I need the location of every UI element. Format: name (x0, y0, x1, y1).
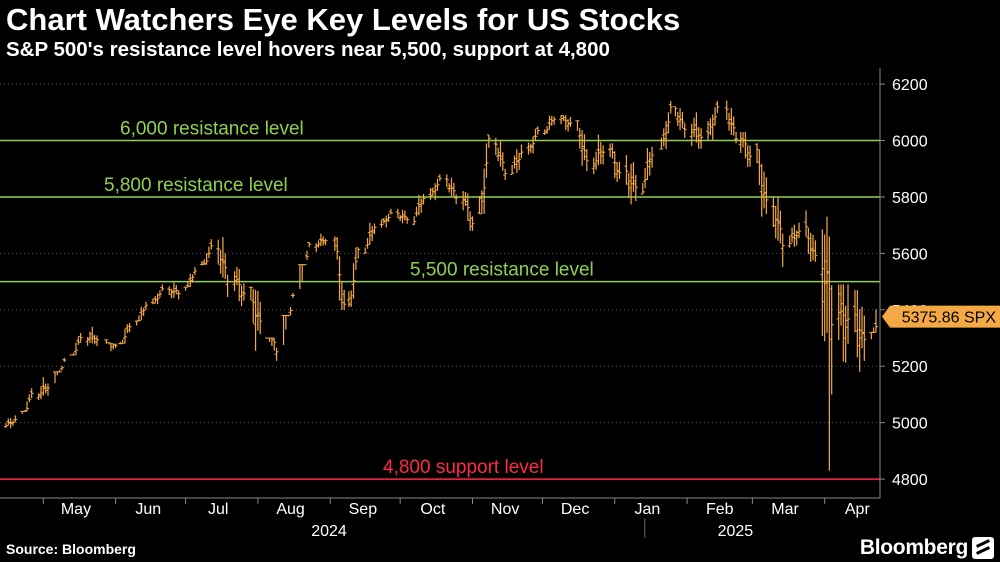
y-axis-ticks: 48005000520054005600580060006200 (880, 77, 928, 489)
last-value-label: 5375.86 SPX (882, 305, 1000, 328)
reference-lines (0, 139, 880, 480)
y-tick-label: 5000 (892, 416, 928, 433)
reference-line-label: 5,800 resistance level (104, 175, 288, 196)
chart-title: Chart Watchers Eye Key Levels for US Sto… (6, 2, 681, 37)
x-tick-label: Apr (845, 501, 871, 518)
x-tick-label: Feb (706, 501, 734, 518)
chart-subtitle: S&P 500's resistance level hovers near 5… (6, 38, 610, 61)
x-tick-label: Dec (561, 501, 589, 518)
last-value-text: 5375.86 SPX (902, 310, 997, 327)
price-bars (4, 100, 878, 471)
bloomberg-wordmark: Bloomberg (859, 536, 968, 559)
last-value-tag (882, 305, 1000, 328)
y-tick-label: 4800 (892, 472, 928, 489)
bloomberg-logo: Bloomberg (860, 536, 994, 560)
x-tick-label: Sep (349, 501, 378, 518)
reference-line-label: 5,500 resistance level (410, 260, 594, 281)
x-axis-ticks: May Jun Jul Aug Sep Oct Nov Dec Jan Feb Mar Apr 2024… (42, 498, 871, 540)
x-tick-label: Aug (276, 501, 304, 518)
x-year-label: 2024 (311, 523, 347, 540)
y-tick-label: 5600 (892, 246, 928, 263)
y-tick-label: 6200 (892, 77, 928, 94)
x-tick-label: Nov (491, 501, 519, 518)
reference-labels: 6,000 resistance level 5,800 resistance l… (104, 119, 594, 479)
x-year-label: 2025 (718, 523, 754, 540)
bloomberg-mark-icon (972, 537, 994, 559)
x-tick-label: Jan (635, 501, 661, 518)
x-tick-label: Jun (135, 501, 161, 518)
x-tick-label: May (61, 501, 91, 518)
reference-line-label: 4,800 support level (383, 457, 544, 478)
y-tick-label: 6000 (892, 134, 928, 151)
source-note: Source: Bloomberg (6, 541, 136, 557)
x-tick-label: Jul (208, 501, 228, 518)
x-tick-label: Oct (420, 501, 445, 518)
axes (0, 68, 881, 499)
y-tick-label: 5800 (892, 190, 928, 207)
y-tick-label: 5200 (892, 359, 928, 376)
x-tick-label: Mar (771, 501, 799, 518)
reference-line-label: 6,000 resistance level (120, 119, 304, 140)
